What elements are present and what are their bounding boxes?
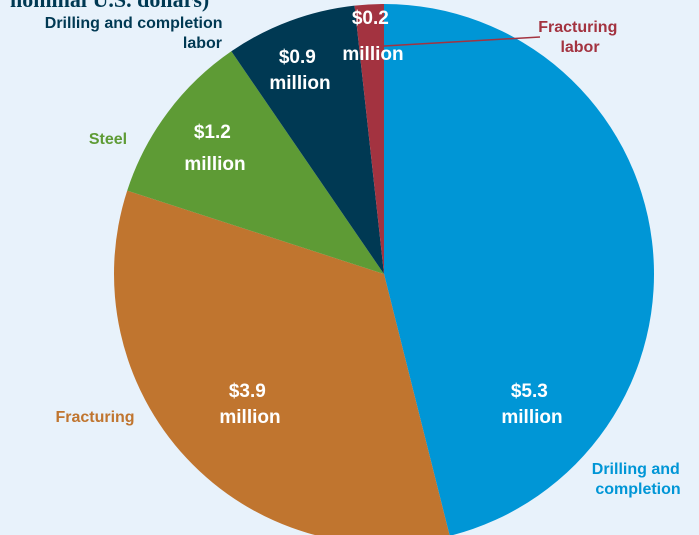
pie-slice: [384, 4, 654, 535]
value-label: $1.2 million: [184, 122, 245, 175]
pie-slice: [114, 190, 450, 535]
leader-line: [383, 36, 541, 47]
value-label: $0.9 million: [269, 47, 330, 94]
value-label: $3.9 million: [219, 381, 280, 428]
category-label: Drilling and completion labor: [45, 15, 227, 52]
category-label: Fracturing: [55, 409, 134, 426]
pie-slice: [354, 4, 384, 274]
pie-slice: [127, 51, 385, 275]
pie-slice: [231, 5, 384, 274]
value-label: $0.2 million: [342, 8, 403, 65]
category-label: Steel: [89, 131, 127, 148]
category-label: Drilling and completion: [592, 461, 684, 498]
chart-title: nominal U.S. dollars): [10, 0, 209, 12]
value-label: $5.3 million: [501, 381, 562, 428]
category-label: Fracturing labor: [538, 19, 622, 56]
